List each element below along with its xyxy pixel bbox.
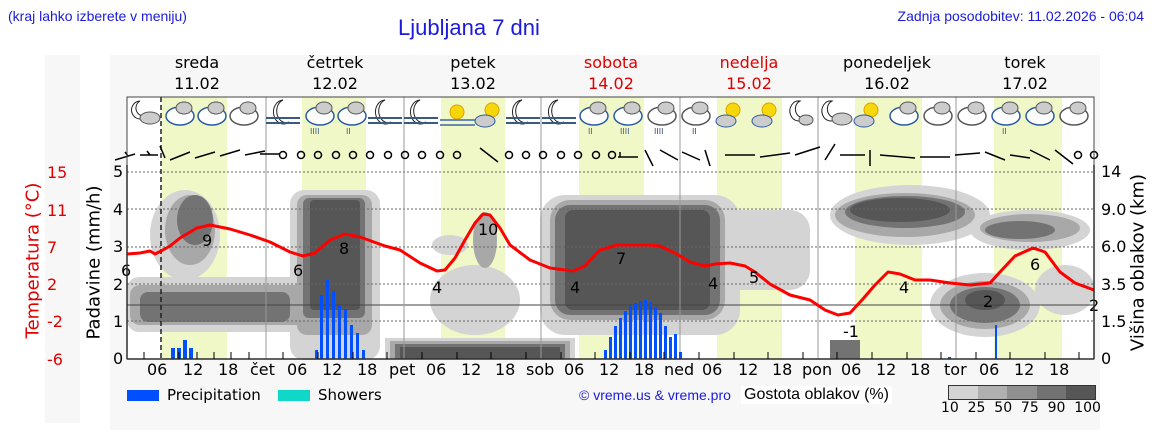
svg-text:4: 4 <box>708 274 718 293</box>
svg-text:8: 8 <box>339 239 349 258</box>
cloud-icon <box>923 101 953 126</box>
precip-tick: 3 <box>113 237 124 256</box>
temp-tick: 11 <box>47 201 68 220</box>
svg-text:-1: -1 <box>843 322 859 341</box>
cloud-height-tick: 6.0 <box>1101 237 1127 256</box>
svg-text:II: II <box>692 127 697 136</box>
cloud-density-label: Gostota oblakov (%) <box>741 386 892 404</box>
day-header-6: torek 17.02 <box>1002 53 1048 93</box>
day-header-0: sreda 11.02 <box>174 53 220 93</box>
cloud-icon <box>229 101 259 126</box>
cloud-density <box>127 185 1095 360</box>
cloud-icon <box>1025 101 1055 126</box>
svg-text:4: 4 <box>899 278 909 297</box>
temp-axis-bg <box>45 55 80 423</box>
cloud-height-tick: 3.5 <box>1101 275 1127 294</box>
moon-fog-icon <box>506 99 540 125</box>
cloud-density-scale <box>948 385 1096 400</box>
precip-tick: 1 <box>113 312 124 331</box>
day-separators <box>265 97 957 359</box>
temp-tick: 15 <box>47 163 68 182</box>
cloud-rain-icon: II <box>579 101 609 136</box>
cloud-density-ticks: 10 25 50 75 90 100 <box>941 400 1101 416</box>
calm-wind-markers <box>278 150 1099 160</box>
cloud-icon <box>957 101 987 126</box>
moon-fog-icon <box>266 99 300 125</box>
showers-swatch <box>278 390 310 401</box>
temp-tick: -6 <box>47 350 63 369</box>
svg-text:II: II <box>346 127 351 136</box>
svg-text:6: 6 <box>1030 255 1040 274</box>
cloud-rain-icon: IIII <box>305 101 335 136</box>
temp-tick: 7 <box>47 238 58 257</box>
cloud-icon <box>889 101 919 126</box>
moon-cloud-icon <box>131 100 161 125</box>
moon-cloud-icon <box>821 100 853 126</box>
svg-text:10: 10 <box>478 220 498 239</box>
cloud-heavy-rain-icon: IIII <box>647 101 677 136</box>
sun-cloud-icon <box>715 102 741 128</box>
svg-text:9: 9 <box>202 231 212 250</box>
svg-text:IIII: IIII <box>654 127 663 136</box>
moon-fog-icon <box>542 99 576 125</box>
cloud-height-tick: 14 <box>1101 162 1122 181</box>
wind-barbs <box>114 143 1074 167</box>
copyright-link[interactable]: © vreme.us & vreme.pro <box>579 387 731 403</box>
temp-tick: -2 <box>47 312 63 331</box>
last-update: Zadnja posodobitev: 11.02.2026 - 06:04 <box>897 8 1144 24</box>
x-ticks <box>143 352 1080 359</box>
cloud-rain-icon: IIII <box>613 101 643 136</box>
cloud-height-tick: 9.0 <box>1101 200 1127 219</box>
region-hint: (kraj lahko izberete v meniju) <box>8 8 187 24</box>
svg-text:IIII: IIII <box>310 127 319 136</box>
page-title: Ljubljana 7 dni <box>398 15 540 40</box>
temp-tick: 2 <box>47 275 58 294</box>
precip-tick: 4 <box>113 200 124 219</box>
svg-text:4: 4 <box>570 278 580 297</box>
cloud-height-tick: 0 <box>1101 349 1112 368</box>
temperature-line <box>126 212 1095 317</box>
svg-text:II: II <box>588 127 593 136</box>
day-header-3: sobota 14.02 <box>583 53 639 93</box>
cloud-rain-icon: II <box>991 101 1021 136</box>
svg-text:IIII: IIII <box>620 127 629 136</box>
sun-cloud-icon <box>474 102 500 128</box>
svg-text:4: 4 <box>432 278 442 297</box>
svg-text:2: 2 <box>983 292 993 311</box>
precip-tick: 5 <box>113 162 124 181</box>
moon-cloud-icon <box>789 100 814 126</box>
cloud-icon <box>197 101 227 126</box>
temperature-labels: 6 9 6 8 4 10 4 7 4 5 -1 4 2 6 2 <box>121 220 1099 341</box>
cloud-icon <box>1059 101 1089 126</box>
day-header-2: petek 13.02 <box>450 53 496 93</box>
cloud-rain-icon <box>165 101 195 126</box>
cloud-rain-icon: II <box>681 101 711 136</box>
sun-fog-icon <box>440 104 475 126</box>
day-header-1: četrtek 12.02 <box>306 53 364 93</box>
svg-text:7: 7 <box>616 249 626 268</box>
weather-icons-row: IIII II II IIII IIII II II <box>131 99 1089 136</box>
moon-fog-icon <box>368 99 402 125</box>
cloud-height-tick: 1.5 <box>1101 312 1127 331</box>
precipitation-swatch <box>127 390 159 401</box>
cloud-rain-icon: II <box>337 101 367 136</box>
day-header-5: ponedeljek 16.02 <box>843 53 931 93</box>
moon-fog-icon <box>404 99 438 125</box>
svg-text:6: 6 <box>293 261 303 280</box>
precipitation-legend-label: Precipitation <box>167 386 261 404</box>
precip-tick: 0 <box>113 349 124 368</box>
sun-cloud-icon <box>751 102 777 128</box>
day-header-4: nedelja 15.02 <box>719 53 779 93</box>
svg-text:5: 5 <box>749 268 759 287</box>
svg-text:II: II <box>1002 127 1007 136</box>
showers-legend-label: Showers <box>318 386 382 404</box>
svg-text:6: 6 <box>121 261 131 280</box>
sun-cloud-icon <box>853 102 879 128</box>
grid-lines <box>127 171 1094 322</box>
precip-tick: 2 <box>113 275 124 294</box>
